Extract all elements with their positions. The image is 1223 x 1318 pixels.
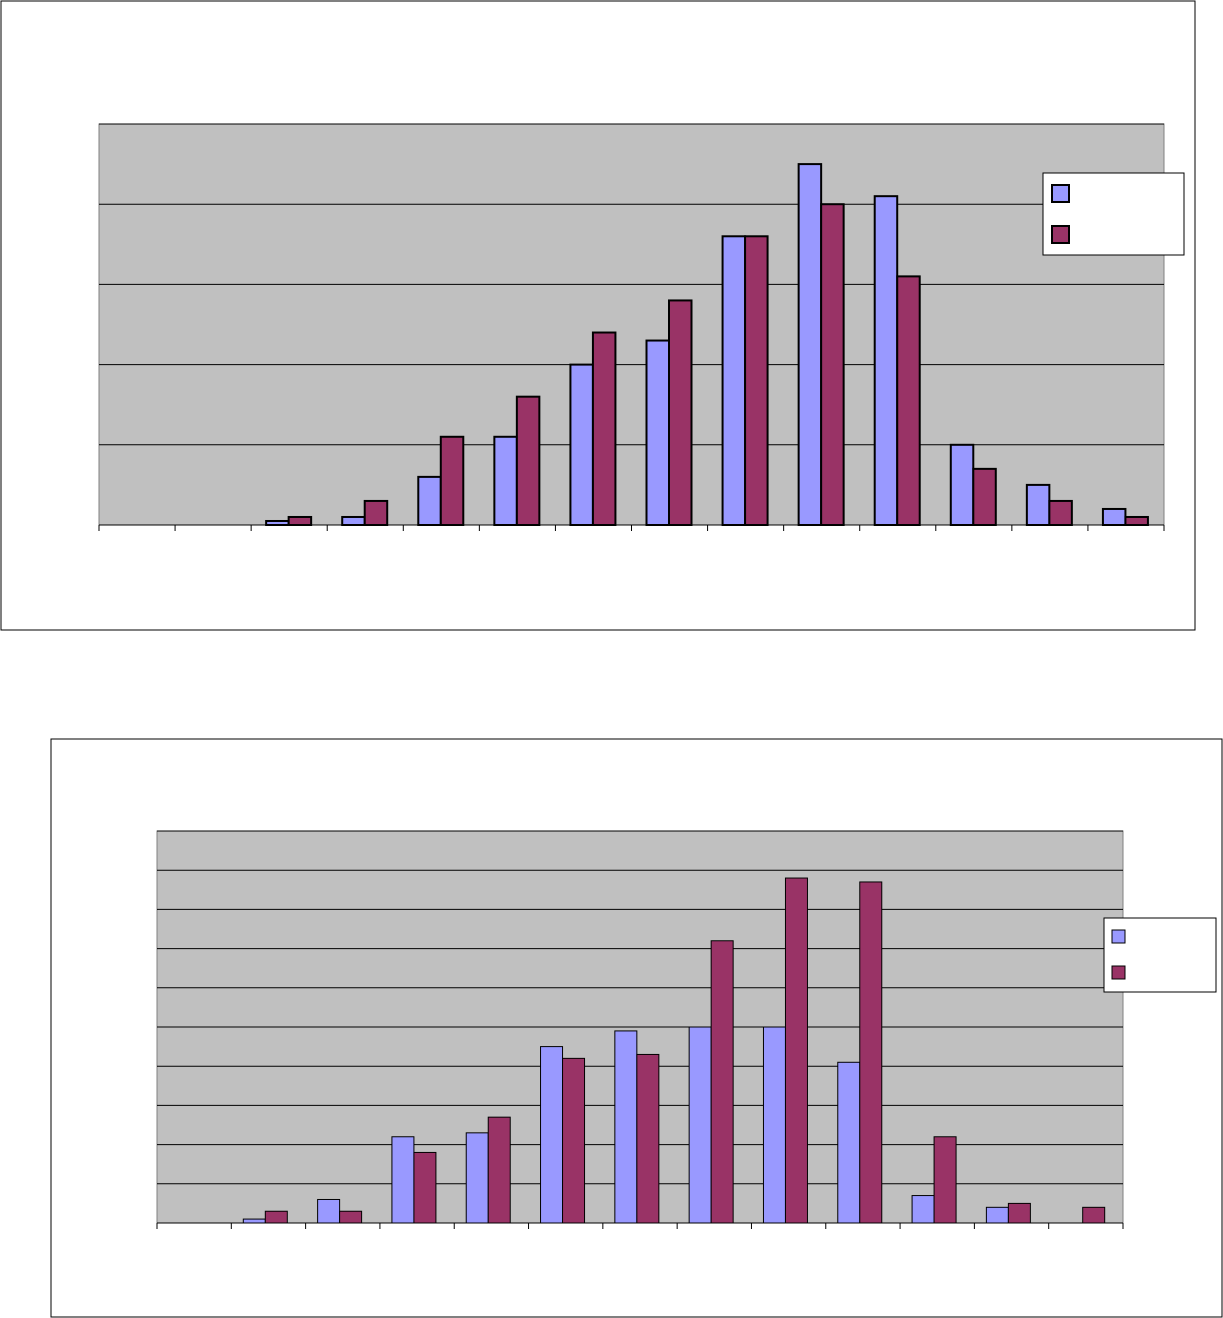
bar: [287, 515, 313, 526]
bar: [837, 1061, 861, 1224]
bar: [562, 1057, 586, 1224]
legend-swatch: [1111, 965, 1126, 980]
bar: [339, 1210, 363, 1224]
bar: [985, 1206, 1009, 1224]
legend-swatch: [1051, 184, 1070, 203]
bar: [569, 363, 594, 526]
bar: [744, 235, 769, 526]
bar: [645, 339, 670, 527]
bar: [1007, 1202, 1031, 1224]
bar: [487, 1116, 511, 1224]
bar: [391, 1136, 415, 1224]
bar: [317, 1198, 341, 1224]
bar: [873, 195, 899, 526]
legend-swatch: [1111, 929, 1126, 944]
bar: [465, 1132, 489, 1224]
bar: [242, 1218, 266, 1224]
bar: [820, 203, 845, 526]
bar: [896, 275, 921, 526]
bar: [363, 499, 389, 527]
bar: [911, 1195, 935, 1224]
plot-area: [98, 123, 1165, 526]
bar: [540, 1046, 564, 1224]
bar: [972, 467, 997, 526]
bar: [859, 881, 883, 1224]
bar: [784, 877, 808, 1224]
bar: [762, 1026, 786, 1224]
bar: [264, 1210, 288, 1224]
bar: [710, 940, 734, 1224]
bar: [413, 1151, 437, 1224]
bar: [949, 443, 975, 526]
bar: [493, 435, 518, 526]
bar: [591, 331, 617, 526]
bar: [1124, 515, 1149, 526]
bar: [797, 163, 823, 526]
bar: [265, 519, 290, 526]
bar: [721, 235, 747, 526]
bar: [688, 1026, 712, 1224]
legend-box: [1103, 917, 1217, 993]
bar: [1025, 483, 1051, 526]
bar: [515, 395, 541, 526]
bar: [341, 515, 366, 526]
bar: [668, 299, 693, 526]
bar: [636, 1053, 660, 1224]
bar: [439, 435, 465, 526]
bar: [1082, 1206, 1106, 1224]
bar: [1101, 507, 1127, 526]
bar: [933, 1136, 957, 1224]
legend-swatch: [1051, 225, 1070, 244]
bar: [614, 1030, 638, 1224]
bar: [417, 475, 442, 527]
bar: [1048, 499, 1073, 527]
